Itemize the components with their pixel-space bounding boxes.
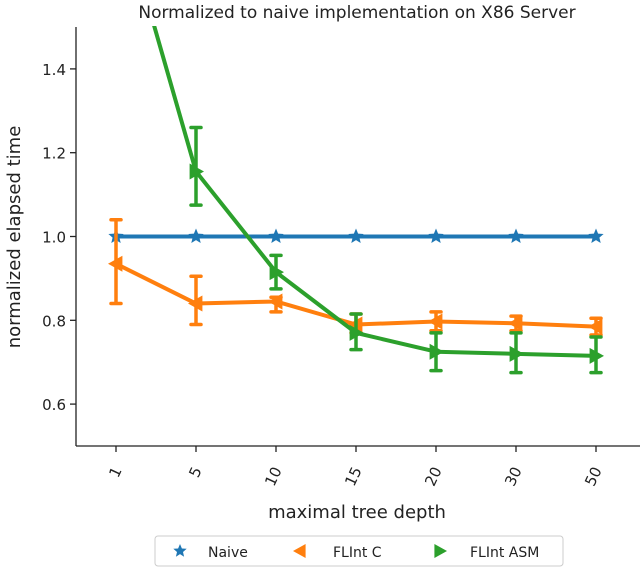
x-tick-label: 30 <box>501 464 525 489</box>
legend: Naive FLInt C FLInt ASM <box>154 535 564 567</box>
y-tick-label: 0.6 <box>42 396 66 414</box>
marker-triangle-right <box>429 343 444 360</box>
marker-triangle-right <box>269 264 284 281</box>
marker-triangle-left <box>588 318 603 335</box>
legend-label: FLInt C <box>333 545 382 561</box>
y-tick-label: 1.0 <box>42 229 66 247</box>
marker-triangle-left <box>108 255 123 272</box>
series-line <box>152 26 597 358</box>
series-naive <box>108 228 604 243</box>
y-tick-label: 1.4 <box>42 61 66 79</box>
y-axis: 0.6 0.8 1.0 1.2 1.4 <box>42 27 77 446</box>
marker-triangle-right <box>189 163 204 180</box>
x-tick-label: 50 <box>581 464 605 489</box>
marker-triangle-left <box>268 293 283 310</box>
x-axis-label: maximal tree depth <box>268 502 446 523</box>
marker-star <box>348 228 364 243</box>
y-tick-label: 1.2 <box>42 145 66 163</box>
marker-triangle-right <box>589 347 604 364</box>
marker-star <box>508 228 524 243</box>
marker-triangle-left <box>293 544 306 558</box>
marker-star <box>188 228 204 243</box>
marker-triangle-right <box>349 324 364 341</box>
marker-star <box>588 228 604 243</box>
chart-title: Normalized to naive implementation on X8… <box>138 3 575 23</box>
x-tick-label: 20 <box>421 464 445 489</box>
marker-triangle-left <box>188 295 203 312</box>
x-tick-label: 1 <box>105 464 125 480</box>
marker-triangle-right <box>509 345 524 362</box>
marker-triangle-left <box>428 313 443 330</box>
x-tick-label: 5 <box>185 464 205 480</box>
y-tick-label: 0.8 <box>42 312 66 330</box>
legend-frame <box>154 535 564 567</box>
legend-label: FLInt ASM <box>470 545 539 561</box>
legend-label: Naive <box>208 545 248 561</box>
marker-star <box>173 544 187 557</box>
series-group <box>108 26 604 375</box>
y-axis-label: normalized elapsed time <box>4 126 25 349</box>
marker-star <box>268 228 284 243</box>
marker-triangle-right <box>434 544 447 558</box>
marker-star <box>428 228 444 243</box>
x-tick-label: 10 <box>261 464 285 489</box>
x-axis: 1 5 10 15 20 30 50 <box>76 445 640 489</box>
x-tick-label: 15 <box>341 464 365 489</box>
series-flint-asm <box>152 26 604 375</box>
marker-triangle-left <box>508 315 523 332</box>
